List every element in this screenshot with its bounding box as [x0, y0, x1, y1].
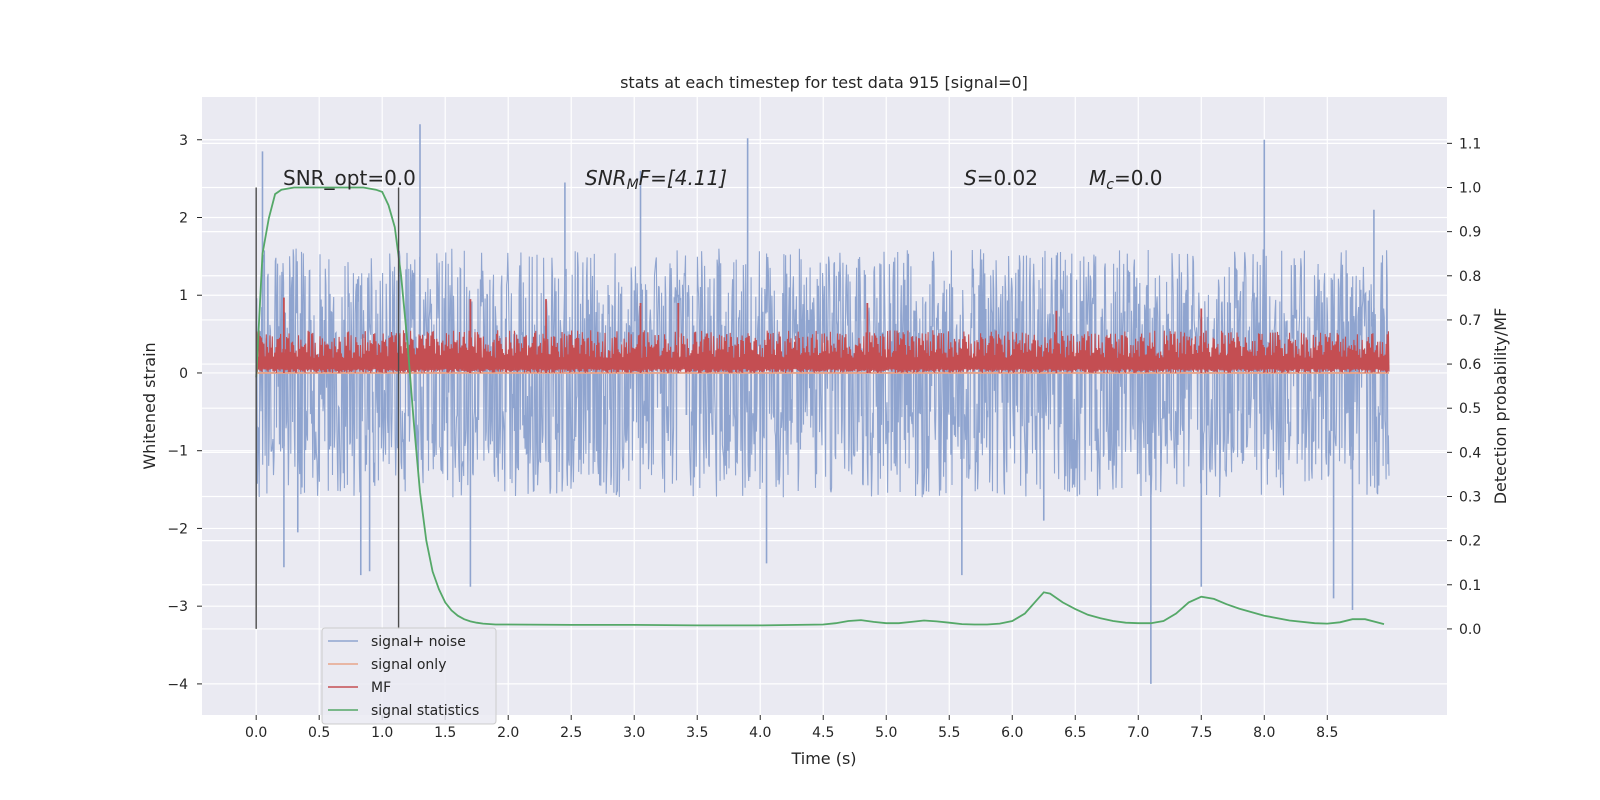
mf-trace — [255, 330, 1390, 374]
y-tick-label-0: 3 — [179, 133, 188, 149]
legend-label-signal-statistics: signal statistics — [371, 703, 479, 719]
legend-label-mf: MF — [371, 680, 391, 696]
annotation-mc-sub: c — [1106, 177, 1114, 193]
legend-label-signal-noise: signal+ noise — [371, 634, 466, 650]
y-axis-label: Whitened strain — [140, 342, 159, 469]
y-tick-label-7: −4 — [167, 677, 188, 693]
y2-tick-label-6: 0.5 — [1459, 401, 1481, 417]
y2-tick-label-8: 0.3 — [1459, 489, 1481, 505]
y2-tick-label-4: 0.7 — [1459, 313, 1481, 329]
annotation-mc: Mc=0.0 — [1089, 166, 1163, 193]
y2-tick-label-10: 0.1 — [1459, 578, 1481, 594]
annotation-snr-mf-main: SNR — [585, 166, 627, 190]
y2-tick-label-5: 0.6 — [1459, 357, 1481, 373]
y-tick-label-1: 2 — [179, 210, 188, 226]
y2-tick-label-11: 0.0 — [1459, 622, 1481, 638]
y-tick-label-4: −1 — [167, 444, 188, 460]
x-tick-label-13: 6.5 — [1064, 725, 1086, 741]
legend-label-signal-only: signal only — [371, 657, 446, 673]
annotation-mc-rest: =0.0 — [1114, 166, 1163, 190]
x-tick-label-5: 2.5 — [560, 725, 582, 741]
y-tick-label-5: −2 — [167, 521, 188, 537]
annotation-snr-opt: SNR_opt=0.0 — [283, 166, 416, 190]
legend: signal+ noise signal only MF signal stat… — [321, 627, 497, 725]
y2-tick-label-1: 1.0 — [1459, 180, 1481, 196]
annotation-snr-mf: SNRMF=[4.11] — [585, 166, 727, 193]
x-tick-label-9: 4.5 — [812, 725, 834, 741]
annotation-mc-main: M — [1089, 166, 1106, 190]
x-axis-ticks: 0.0 0.5 1.0 1.5 2.0 2.5 3.0 3.5 4.0 4.5 5.0 5.5 6.0 6… — [245, 715, 1338, 741]
y2-tick-label-2: 0.9 — [1459, 225, 1481, 241]
y2-tick-label-3: 0.8 — [1459, 269, 1481, 285]
y-tick-label-3: 0 — [179, 366, 188, 382]
y2-tick-label-0: 1.1 — [1459, 136, 1481, 152]
y2-axis-label: Detection probability/MF — [1491, 308, 1510, 505]
x-tick-label-7: 3.5 — [686, 725, 708, 741]
annotation-s-main: S — [964, 166, 977, 190]
legend-box — [321, 627, 497, 725]
y-axis-ticks: 3 2 1 0 −1 −2 −3 −4 — [167, 133, 202, 693]
vline-layer — [255, 187, 400, 629]
x-tick-label-17: 8.5 — [1316, 725, 1338, 741]
x-tick-label-8: 4.0 — [749, 725, 771, 741]
x-tick-label-10: 5.0 — [875, 725, 897, 741]
annotation-s: S=0.02 — [964, 166, 1038, 190]
series-mf — [255, 297, 1390, 374]
x-tick-label-16: 8.0 — [1253, 725, 1275, 741]
annotation-snr-mf-sub: M — [627, 177, 639, 193]
x-tick-label-1: 0.5 — [308, 725, 330, 741]
x-tick-label-2: 1.0 — [371, 725, 393, 741]
y2-axis-ticks: 1.1 1.0 0.9 0.8 0.7 0.6 0.5 0.4 0.3 0.2 0.1 0.0 — [1447, 136, 1481, 638]
x-tick-label-11: 5.5 — [938, 725, 960, 741]
x-tick-label-4: 2.0 — [497, 725, 519, 741]
x-axis-label: Time (s) — [790, 749, 856, 768]
y-tick-label-2: 1 — [179, 288, 188, 304]
x-tick-label-15: 7.5 — [1190, 725, 1212, 741]
x-tick-label-6: 3.0 — [623, 725, 645, 741]
y2-tick-label-7: 0.4 — [1459, 445, 1481, 461]
x-tick-label-12: 6.0 — [1001, 725, 1023, 741]
x-tick-label-14: 7.0 — [1127, 725, 1149, 741]
y2-tick-label-9: 0.2 — [1459, 534, 1481, 550]
annotation-snr-mf-rest: F=[4.11] — [639, 166, 727, 190]
annotation-s-rest: =0.02 — [977, 166, 1038, 190]
y-tick-label-6: −3 — [167, 599, 188, 615]
chart-title: stats at each timestep for test data 915… — [620, 73, 1028, 92]
x-tick-label-3: 1.5 — [434, 725, 456, 741]
x-tick-label-0: 0.0 — [245, 725, 267, 741]
